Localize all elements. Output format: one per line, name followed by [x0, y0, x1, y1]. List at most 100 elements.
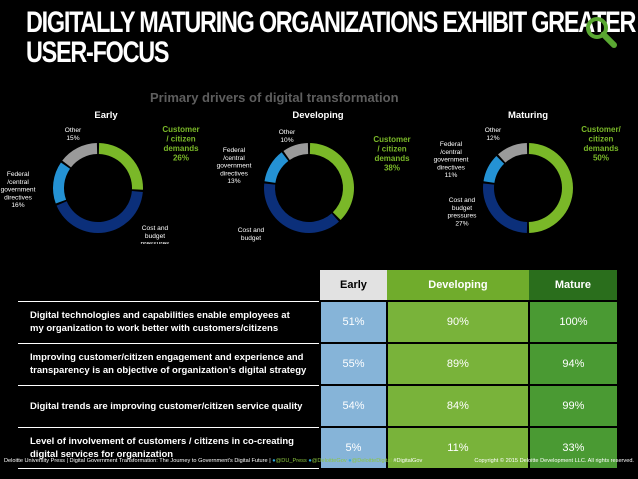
slice-label-cost-line: pressures	[141, 241, 171, 244]
slice-label-cost-line: Cost and	[449, 197, 476, 204]
slice-label-federal: Federal/central government directives 13%	[217, 147, 252, 185]
table-cell-mature: 94%	[527, 342, 617, 385]
slice-label-federal-line: 11%	[445, 172, 458, 179]
donut-slice-customer-citizen-demands	[98, 143, 143, 190]
chart-subtitle: Primary drivers of digital transformatio…	[150, 90, 399, 105]
table-cell-mature: 100%	[527, 300, 617, 343]
table-cell-early: 54%	[319, 384, 387, 427]
slice-label-customer-line: 50%	[593, 154, 609, 163]
donut-slice-federal-central-government-directives	[264, 152, 289, 183]
chart-title: Maturing	[508, 110, 548, 121]
table-cell-early: 5%	[319, 426, 387, 468]
slice-label-customer-line: demands	[163, 144, 199, 153]
table-row: Improving customer/citizen engagement an…	[18, 342, 617, 385]
table-cell-developing: 89%	[385, 342, 529, 385]
table-header-mature: Mature	[528, 270, 617, 301]
slice-label-other-line: Other	[65, 127, 82, 134]
donut-slice-customer-citizen-demands	[528, 143, 573, 233]
footer-copyright: Copyright © 2015 Deloitte Development LL…	[474, 458, 634, 464]
slice-label-cost-line: Cost and	[142, 225, 169, 232]
slice-label-federal-line: directives	[437, 164, 466, 171]
slice-label-federal-line: government	[1, 187, 36, 194]
slice-label-other: Other 12%	[485, 127, 502, 142]
footer-left: Deloitte University Press | Digital Gove…	[4, 458, 422, 464]
twitter-icon: ●	[348, 458, 352, 464]
footer-source: Deloitte University Press | Digital Gove…	[4, 458, 271, 464]
twitter-icon: ●	[308, 458, 312, 464]
donut-slice-other	[283, 143, 309, 161]
slice-label-federal-line: government	[217, 163, 252, 170]
table-row: Digital trends are improving customer/ci…	[18, 384, 617, 427]
slice-label-federal-line: Federal	[223, 147, 246, 154]
page-title: DIGITALLY MATURING ORGANIZATIONS EXHIBIT…	[26, 6, 636, 69]
table-cell-early: 51%	[319, 300, 387, 343]
table-row-label: Digital technologies and capabilities en…	[18, 300, 320, 343]
twitter-icon: ●	[272, 458, 276, 464]
slice-label-federal: Federal/central government directives 11%	[434, 141, 469, 179]
slice-label-cost-line: budget	[241, 235, 261, 242]
table-row: Level of involvement of customers / citi…	[18, 426, 617, 469]
slice-label-customer-line: citizen	[589, 135, 614, 144]
table-row-label: Improving customer/citizen engagement an…	[18, 342, 320, 385]
slice-label-customer-line: 38%	[384, 164, 400, 173]
search-icon[interactable]	[584, 15, 618, 49]
table-cell-developing: 84%	[385, 384, 529, 427]
table-cell-early: 55%	[319, 342, 387, 385]
donut-slice-cost-and-budget-pressures	[56, 190, 143, 234]
slice-label-cost: Cost and budget pressures 27%	[448, 197, 478, 227]
slice-label-cost-line: pressures	[237, 243, 267, 244]
footer-handle-deloitte-gov[interactable]: @DeloitteGov	[311, 458, 347, 464]
slice-label-federal-line: directives	[4, 194, 33, 201]
slice-label-other: Other 15%	[65, 127, 82, 142]
donut-slice-federal-central-government-directives	[483, 155, 505, 183]
slice-label-federal-line: 13%	[227, 178, 240, 185]
table-header-blank	[18, 270, 320, 301]
slice-label-customer-line: / citizen	[377, 145, 406, 154]
table-cell-developing: 90%	[385, 300, 529, 343]
slice-label-cost-line: 27%	[455, 220, 468, 227]
page-title-line-1: DIGITALLY MATURING ORGANIZATIONS EXHIBIT…	[26, 6, 636, 39]
slice-label-cost-line: Cost and	[238, 227, 265, 234]
slice-label-cost: Cost andbudgetpressures39%	[237, 227, 267, 244]
slice-label-cost-line: pressures	[448, 213, 478, 220]
chart-title: Developing	[292, 110, 343, 121]
slice-label-customer-line: Customer	[373, 135, 410, 144]
slice-label-customer: Customer / citizen demands 26%	[162, 125, 199, 163]
slice-label-customer-line: demands	[583, 144, 619, 153]
slice-label-customer-line: Customer	[162, 125, 199, 134]
slice-label-customer-line: 26%	[173, 154, 189, 163]
table-header-row: Early Developing Mature	[18, 270, 617, 301]
page-title-line-2: USER-FOCUS	[26, 36, 169, 69]
slice-label-other-line: Other	[279, 129, 296, 136]
donut-slice-cost-and-budget-pressures	[264, 183, 339, 233]
footer-handle-deloitte-digital[interactable]: @DeloitteDigital	[351, 458, 392, 464]
table-cell-mature: 33%	[527, 426, 617, 468]
slice-label-cost-line: budget	[452, 205, 472, 212]
slice-label-federal-line: government	[434, 157, 469, 164]
slice-label-customer-line: Customer/	[581, 125, 621, 134]
slice-label-customer: Customer / citizen demands 38%	[373, 135, 410, 173]
slice-label-customer-line: / citizen	[166, 135, 195, 144]
slice-label-other-line: 12%	[486, 135, 499, 142]
slice-label-federal-line: /central	[223, 155, 245, 162]
slice-label-federal-line: Federal	[440, 141, 463, 148]
donut-charts: Early Customer / citizen demands 26% Cost and…	[0, 104, 638, 244]
slice-label-other: Other 10%	[279, 129, 296, 144]
slice-label-federal-line: Federal	[7, 171, 30, 178]
table-header-early: Early	[320, 270, 387, 301]
slice-label-cost: Cost andbudgetpressures43%	[141, 225, 171, 244]
slice-label-other-line: Other	[485, 127, 502, 134]
slice-label-federal-line: /central	[440, 149, 462, 156]
donut-slice-cost-and-budget-pressures	[483, 183, 528, 233]
slice-label-federal-line: /central	[7, 179, 29, 186]
table-row-label: Level of involvement of customers / citi…	[18, 426, 320, 469]
slice-label-federal-line: 16%	[11, 202, 24, 209]
footer-handle-du-press[interactable]: @DU_Press	[275, 458, 307, 464]
donut-slice-federal-central-government-directives	[53, 162, 71, 204]
table-cell-developing: 11%	[385, 426, 529, 468]
slice-label-customer-line: demands	[374, 154, 410, 163]
chart-title: Early	[94, 110, 118, 121]
donut-slice-other	[62, 143, 98, 168]
donut-slice-other	[498, 143, 528, 163]
